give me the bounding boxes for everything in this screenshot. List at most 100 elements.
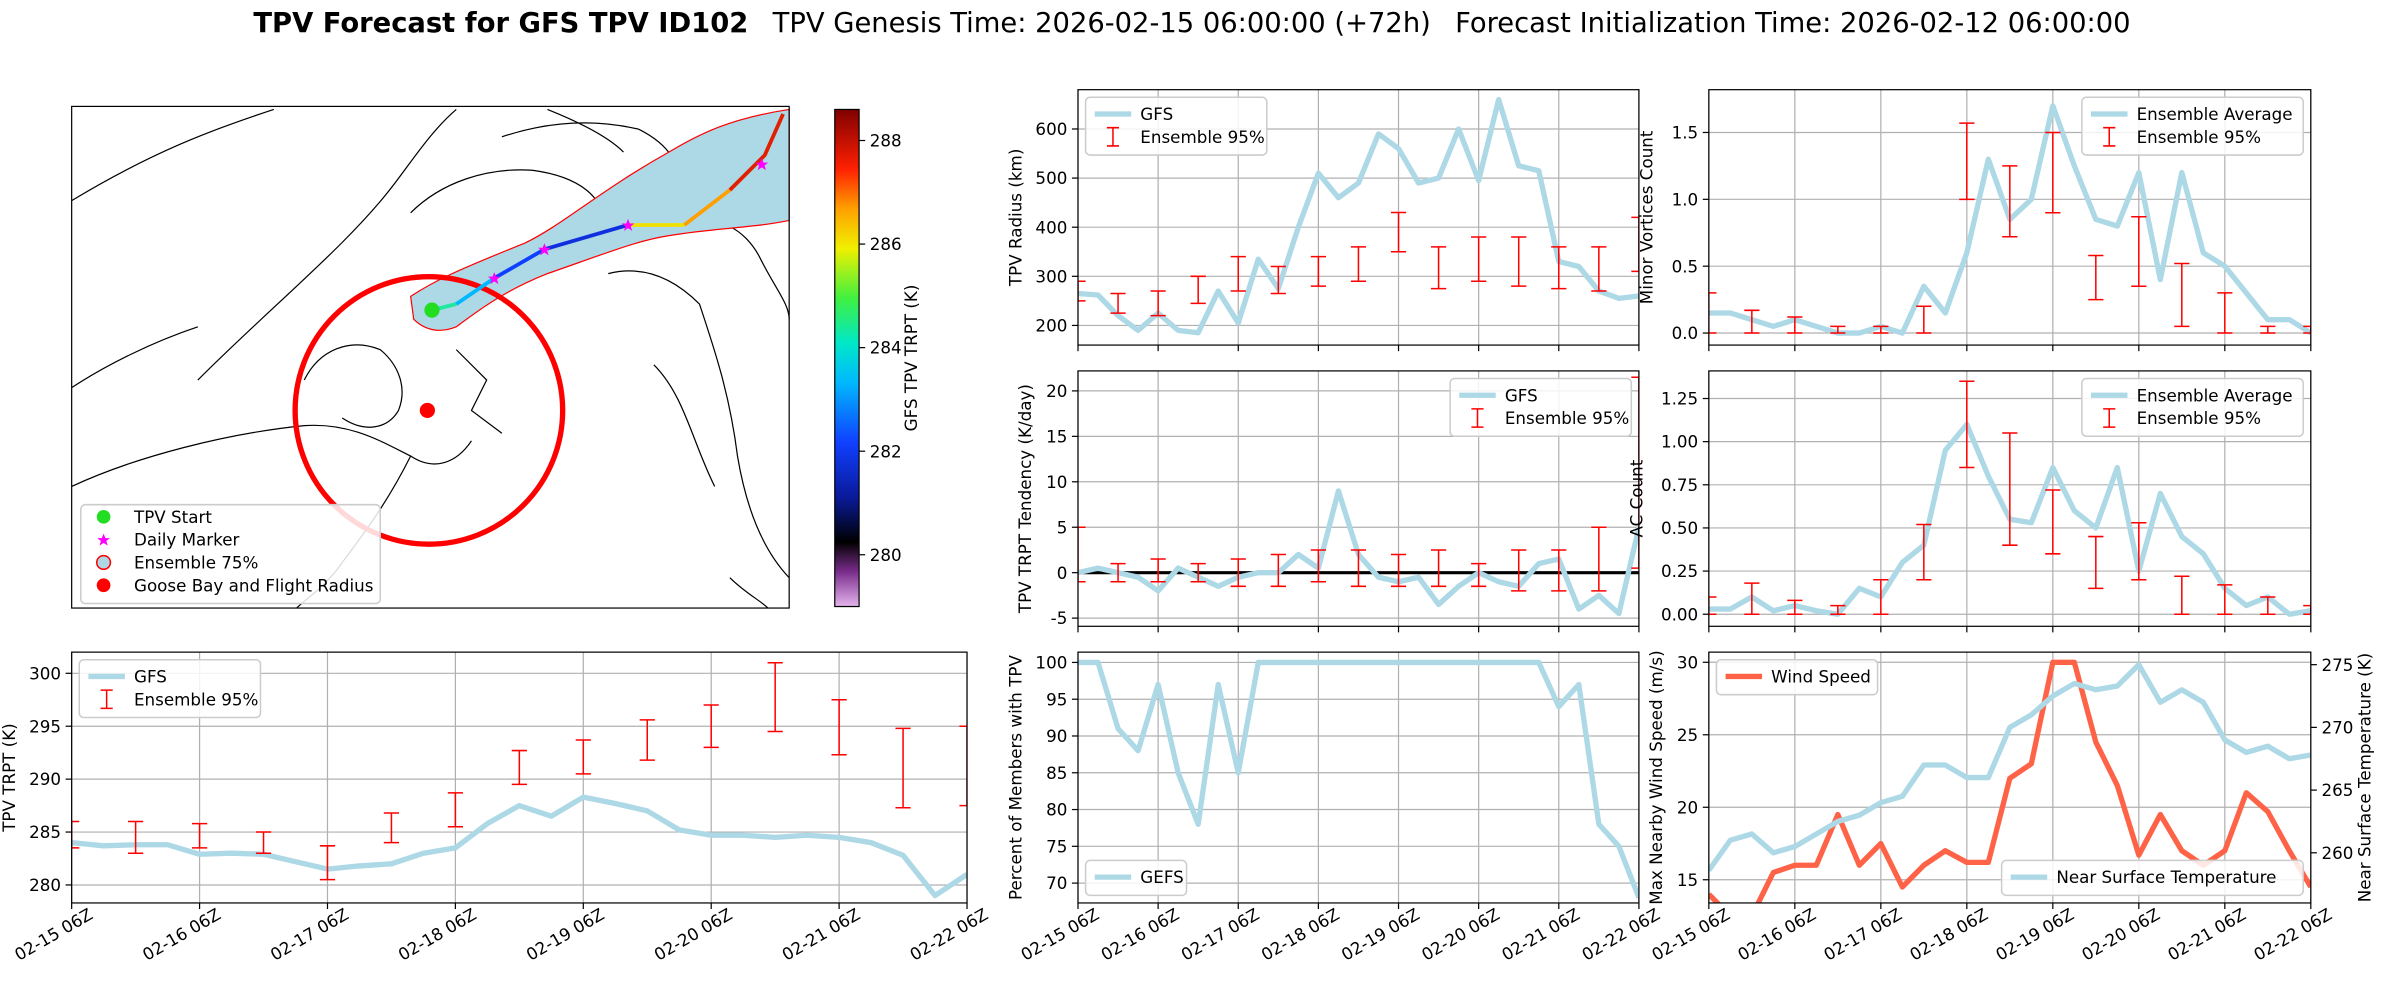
x-tick-label: 02-21 06Z — [778, 904, 863, 965]
error-bar — [2174, 575, 2190, 615]
y-tick-label: 280 — [29, 875, 61, 895]
y-axis-label: Minor Vortices Count — [1636, 130, 1656, 304]
x-tick-label: 02-22 06Z — [2250, 904, 2335, 965]
error-bar — [2002, 432, 2018, 546]
legend — [2000, 859, 2304, 897]
y-axis-label: TPV TRPT (K) — [0, 723, 19, 833]
y-tick-label: 0 — [1057, 563, 1068, 583]
y-axis-label: TPV TRPT Tendency (K/day) — [1015, 384, 1035, 614]
error-bar — [1744, 309, 1760, 334]
error-bar — [1270, 265, 1286, 295]
error-bar — [2045, 489, 2061, 555]
legend-swatch — [2103, 408, 2116, 428]
error-bar — [1873, 578, 1889, 615]
legend-label: TPV Start — [133, 507, 212, 527]
panel: 200 300 400 500 600 TPV Radius (km) GFS Ensembl… — [1005, 89, 1640, 352]
series-line — [71, 794, 968, 899]
x-tick-label: 02-15 06Z — [11, 904, 96, 965]
error-bar — [1150, 558, 1166, 583]
colorbar-tick-label: 282 — [870, 441, 902, 461]
legend-swatch — [95, 554, 112, 571]
x-tick-label: 02-15 06Z — [1017, 904, 1102, 965]
y-tick-label: 290 — [29, 769, 61, 789]
y-tick-label: 400 — [1035, 217, 1067, 237]
legend-swatch — [100, 689, 113, 710]
y-tick-label: 100 — [1035, 653, 1067, 673]
error-bar — [383, 812, 400, 844]
error-bar — [2260, 325, 2276, 334]
series-line — [1077, 659, 1639, 899]
y-tick-label: 0.75 — [1661, 475, 1698, 495]
axes-frame — [1077, 89, 1640, 346]
error-bar — [1270, 553, 1286, 588]
y-tick-label: 25 — [1677, 725, 1698, 745]
y-tick-label: -5 — [1051, 608, 1068, 628]
plot-content — [1708, 380, 2311, 617]
error-bar — [1350, 246, 1367, 282]
error-bar — [1471, 236, 1487, 282]
y-tick-label: 70 — [1046, 873, 1067, 893]
error-bar — [1916, 305, 1932, 334]
error-bar — [703, 704, 719, 749]
error-bar — [511, 749, 527, 786]
error-bar — [2131, 215, 2147, 287]
axes-frame — [71, 651, 968, 904]
y-axis-label: Percent of Members with TPV — [1005, 655, 1025, 901]
error-bar — [2217, 292, 2233, 334]
y-tick-label: 1.00 — [1661, 432, 1698, 452]
colorbar — [834, 108, 860, 608]
legend-label: Ensemble 95% — [1505, 408, 1629, 428]
legend — [1084, 859, 1188, 897]
error-bar — [2045, 131, 2061, 214]
legend-label: Goose Bay and Flight Radius — [134, 575, 373, 595]
error-bar — [1830, 325, 1846, 334]
map — [71, 105, 790, 609]
x-tick-label: 02-17 06Z — [1178, 904, 1263, 965]
error-bar — [1916, 523, 1932, 581]
error-bar — [1190, 275, 1206, 305]
title-main: TPV Forecast for GFS TPV ID102 — [253, 8, 748, 39]
y-tick-label: 295 — [29, 716, 61, 736]
x-tick-label: 02-18 06Z — [395, 904, 480, 965]
error-bar — [2131, 521, 2147, 581]
error-bar — [831, 698, 847, 756]
error-bar — [1959, 380, 1975, 469]
legend-swatch — [1106, 126, 1120, 147]
error-bar — [1708, 292, 1717, 334]
legend-label: Ensemble 95% — [2137, 127, 2261, 147]
axes-frame — [1708, 370, 2312, 627]
y-tick-label: 10 — [1046, 472, 1067, 492]
flight-radius — [292, 274, 566, 547]
error-bar — [1430, 246, 1447, 290]
y-tick-label: 20 — [1677, 797, 1698, 817]
error-bar — [1744, 582, 1760, 615]
axes-frame — [1077, 370, 1640, 627]
x-tick-label: 02-19 06Z — [1992, 904, 2077, 965]
error-bar — [1591, 526, 1607, 592]
error-bar — [1551, 549, 1567, 592]
legend — [1715, 658, 1879, 696]
plot-content — [1077, 96, 1639, 336]
error-bar — [447, 792, 463, 828]
legend-label: GFS — [1505, 385, 1538, 405]
y-tick-label: 1.5 — [1672, 123, 1699, 143]
error-bar — [1077, 280, 1086, 302]
x-tick-label: 02-17 06Z — [267, 904, 352, 965]
y-tick-label: 0.0 — [1672, 323, 1699, 343]
error-bar — [2088, 254, 2104, 301]
title-genesis: TPV Genesis Time: 2026-02-15 06:00:00 (+… — [772, 8, 1431, 39]
y-axis-label: TPV Radius (km) — [1005, 149, 1025, 287]
error-bar — [191, 822, 208, 849]
legend-label: Wind Speed — [1771, 667, 1871, 687]
y-axis-label: Max Nearby Wind Speed (m/s) — [1646, 650, 1666, 904]
y-tick-label: 1.0 — [1672, 189, 1699, 209]
y-tick-label: 1.25 — [1661, 389, 1698, 409]
coastlines — [71, 108, 790, 609]
error-bar — [71, 820, 80, 849]
error-bar — [1471, 562, 1487, 588]
error-bar — [1591, 246, 1607, 292]
error-bar — [1959, 122, 1975, 201]
y-tick-label: 90 — [1046, 726, 1067, 746]
colorbar-tick-label: 284 — [870, 338, 902, 358]
